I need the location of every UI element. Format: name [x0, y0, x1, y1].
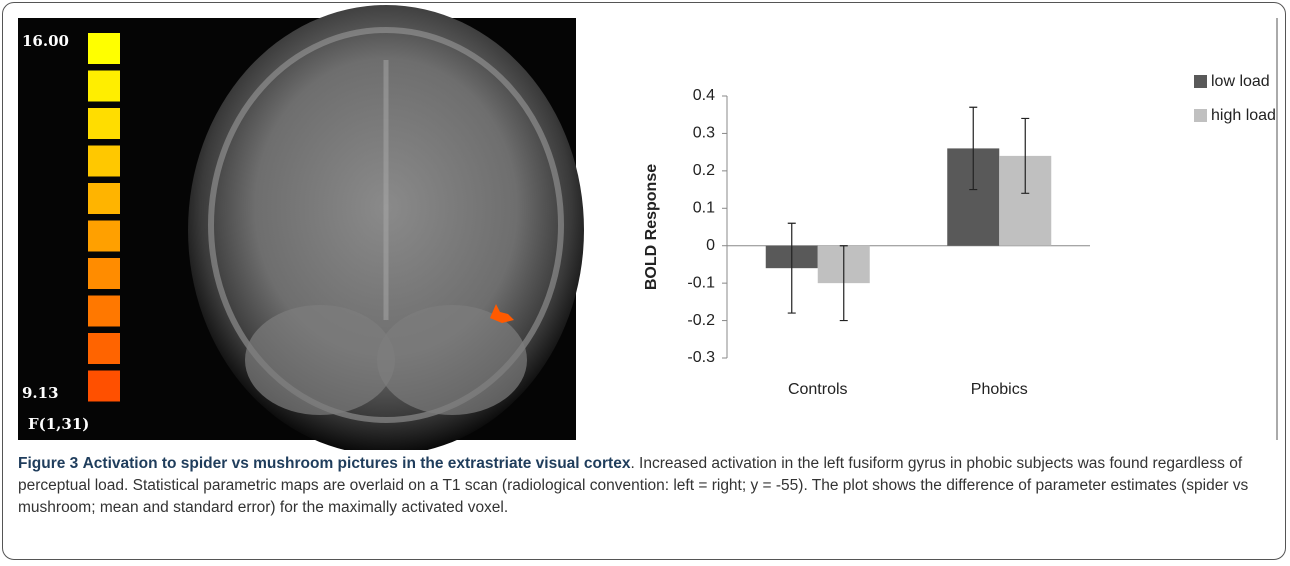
- y-tick-label: 0: [706, 237, 715, 254]
- x-tick-label: Controls: [788, 381, 848, 398]
- colorbar-swatch: [88, 221, 120, 252]
- colorbar-max: 16.00: [22, 32, 69, 50]
- colorbar-swatch: [88, 183, 120, 214]
- y-tick-label: -0.3: [687, 349, 715, 366]
- colorbar-stat: F(1,31): [28, 415, 89, 433]
- y-tick-label: -0.2: [687, 312, 715, 329]
- colorbar-swatch: [88, 371, 120, 402]
- legend-swatch: [1194, 75, 1207, 88]
- y-tick-label: 0.3: [693, 125, 715, 142]
- legend-label: low load: [1211, 73, 1270, 90]
- caption: Figure 3 Activation to spider vs mushroo…: [18, 453, 1276, 519]
- y-tick-label: -0.1: [687, 274, 715, 291]
- colorbar-swatch: [88, 333, 120, 364]
- caption-title: Activation to spider vs mushroom picture…: [83, 455, 631, 472]
- page: 16.00 9.13 F(1,31) BOLD Response 0.40.30…: [0, 0, 1290, 566]
- error-bar: [788, 223, 796, 313]
- y-tick-label: 0.1: [693, 200, 715, 217]
- y-tick-label: 0.2: [693, 162, 715, 179]
- y-tick-label: 0.4: [693, 87, 715, 104]
- y-axis-title: BOLD Response: [643, 164, 660, 290]
- colorbar-swatch: [88, 33, 120, 64]
- colorbar-swatch: [88, 258, 120, 289]
- colorbar-swatch: [88, 108, 120, 139]
- colorbar-swatch: [88, 146, 120, 177]
- legend-label: high load: [1211, 107, 1276, 124]
- colorbar-swatch: [88, 296, 120, 327]
- legend-swatch: [1194, 109, 1207, 122]
- colorbar-swatch: [88, 71, 120, 102]
- bar-chart: 0.4 0.3 0.2 0.1 0 -0.1 -0.2 -0.3 Controls Phobics…: [687, 73, 1276, 398]
- cerebellum: [245, 305, 395, 415]
- colorbar-min: 9.13: [22, 384, 59, 402]
- x-tick-label: Phobics: [971, 381, 1028, 398]
- caption-label: Figure 3: [18, 455, 78, 472]
- figure: 16.00 9.13 F(1,31) BOLD Response 0.40.30…: [0, 0, 1290, 450]
